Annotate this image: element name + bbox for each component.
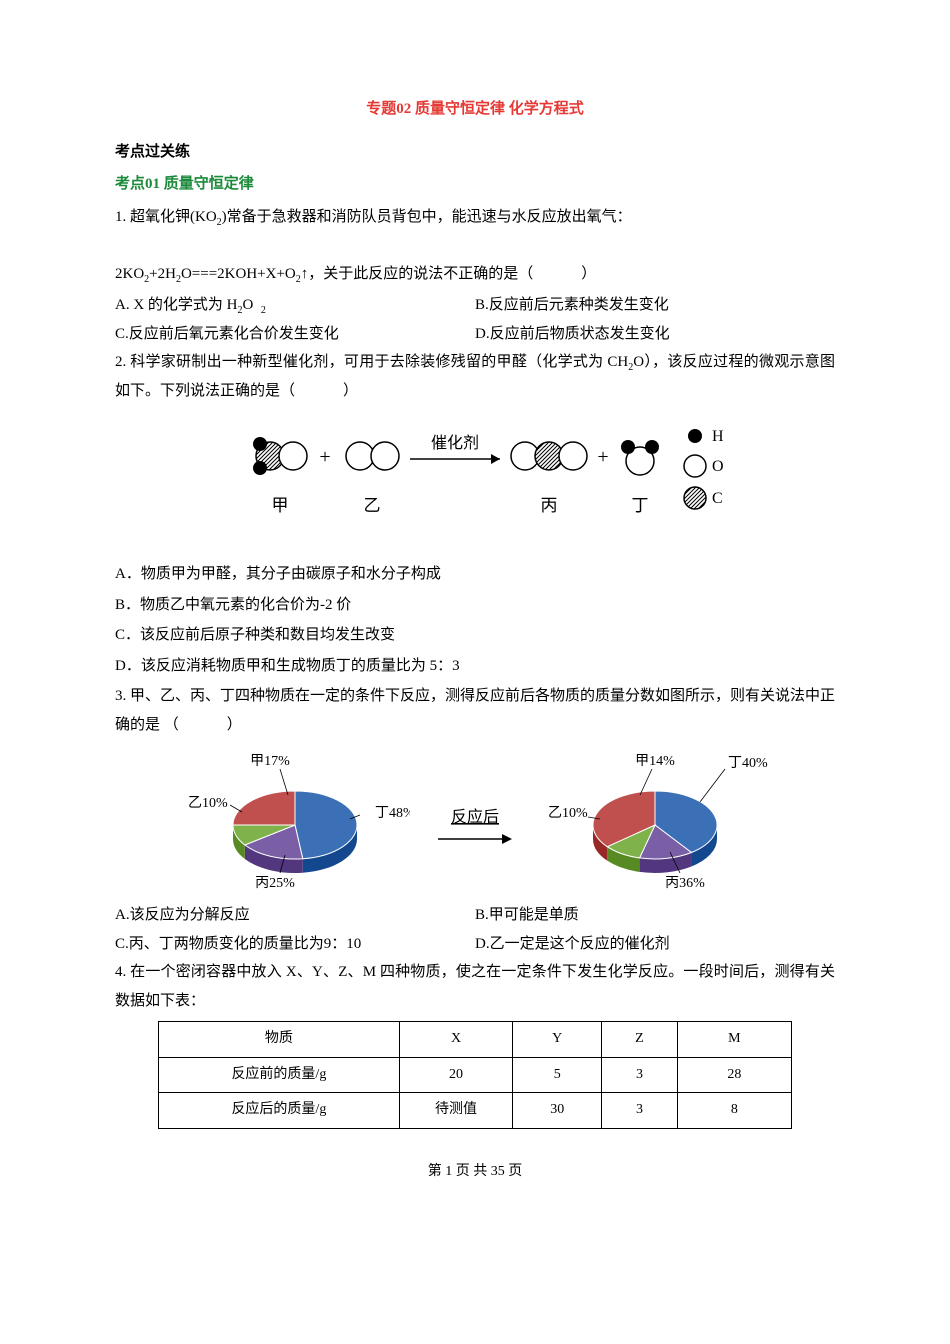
q1-eq-a: 2KO [115,266,144,282]
q3-optC: C.丙、丁两物质变化的质量比为9：10 [115,930,475,959]
q1-opts-row2: C.反应前后氧元素化合价发生变化 D.反应前后物质状态发生变化 [115,320,835,349]
svg-text:甲17%: 甲17% [250,754,290,769]
q3-optB: B.甲可能是单质 [475,901,835,930]
svg-text:甲14%: 甲14% [635,754,675,769]
topic-head: 考点01 质量守恒定律 [115,170,835,199]
q1-eq-c: O===2KOH+X+O [181,266,296,282]
pie-row: 甲17% 乙10% 丙25% 丁48% 反应后 甲14% 乙10% 丙36% 丁40% [115,747,835,897]
svg-text:乙10%: 乙10% [188,795,228,811]
q1-optC: C.反应前后氧元素化合价发生变化 [115,320,475,349]
td: 20 [399,1057,513,1093]
q3-l1: 3. 甲、乙、丙、丁四种物质在一定的条件下反应，测得反应前后各物质的质量分数如图… [115,688,835,733]
q2-line1: 2. 科学家研制出一种新型催化剂，可用于去除装修残留的甲醛（化学式为 CH2O）… [115,348,835,406]
td: 反应前的质量/g [159,1057,399,1093]
pie-arrow-label: 反应后 [451,807,499,826]
q3-opts-row1: A.该反应为分解反应 B.甲可能是单质 [115,901,835,930]
table-row: 反应后的质量/g 待测值 30 3 8 [159,1093,792,1129]
td: 反应后的质量/g [159,1093,399,1129]
reaction-diagram: 甲 + 乙 催化剂 丙 + 丁 H [115,416,835,547]
arrow-label: 催化剂 [431,434,479,452]
svg-text:丙36%: 丙36% [665,876,705,891]
td: 3 [602,1057,678,1093]
q1-optA-a: A. X 的化学式为 H [115,297,238,313]
label-bing: 丙 [541,496,558,515]
q2-optC: C．该反应前后原子种类和数目均发生改变 [115,621,835,650]
th: M [677,1022,791,1058]
pie-before: 甲17% 乙10% 丙25% 丁48% [180,747,410,897]
label-yi: 乙 [364,496,381,515]
th: X [399,1022,513,1058]
q3-l1b: ） [227,717,242,733]
q4-table: 物质 X Y Z M 反应前的质量/g 20 5 3 28 反应后的质量/g 待… [158,1021,792,1129]
svg-text:丙25%: 丙25% [255,876,295,891]
q1-l1-b: )常备于急救器和消防队员背包中，能迅速与水反应放出氧气： [222,209,632,225]
th: 物质 [159,1022,399,1058]
molecule-ding [621,440,659,475]
plus-1: + [319,446,330,468]
q4-line1: 4. 在一个密闭容器中放入 X、Y、Z、M 四种物质，使之在一定条件下发生化学反… [115,958,835,1015]
th: Z [602,1022,678,1058]
molecule-yi [346,442,399,470]
q2-l1-a: 2. 科学家研制出一种新型催化剂，可用于去除装修残留的甲醛（化学式为 CH [115,354,628,370]
doc-title: 专题02 质量守恒定律 化学方程式 [115,95,835,124]
q3-optA: A.该反应为分解反应 [115,901,475,930]
molecule-jia [253,437,307,475]
td: 待测值 [399,1093,513,1129]
plus-2: + [597,446,608,468]
svg-text:丁48%: 丁48% [375,806,410,821]
q1-optA-b: O [243,297,254,313]
td: 3 [602,1093,678,1129]
label-jia: 甲 [272,496,289,515]
q1-eq-b: +2H [149,266,176,282]
td: 5 [513,1057,602,1093]
q1-optB: B.反应前后元素种类发生变化 [475,291,835,320]
q2-optA: A．物质甲为甲醛，其分子由碳原子和水分子构成 [115,560,835,589]
q3-opts-row2: C.丙、丁两物质变化的质量比为9：10 D.乙一定是这个反应的催化剂 [115,930,835,959]
section-head: 考点过关练 [115,138,835,167]
legend-h: H [712,428,724,445]
q3-optD: D.乙一定是这个反应的催化剂 [475,930,835,959]
label-ding: 丁 [632,496,649,515]
q2-l1-c: ） [343,383,358,399]
td: 28 [677,1057,791,1093]
pie-arrow: 反应后 [430,747,520,897]
q1-optA: A. X 的化学式为 H2O 2 [115,291,475,320]
td: 30 [513,1093,602,1129]
q3-line1: 3. 甲、乙、丙、丁四种物质在一定的条件下反应，测得反应前后各物质的质量分数如图… [115,682,835,739]
td: 8 [677,1093,791,1129]
legend-o: O [712,458,724,475]
molecule-bing [511,442,587,470]
q1-optA-sub2: 2 [261,305,266,316]
q1-opts-row1: A. X 的化学式为 H2O 2 B.反应前后元素种类发生变化 [115,291,835,320]
q1-l1-a: 1. 超氧化钾(KO [115,209,217,225]
q1-optD: D.反应前后物质状态发生变化 [475,320,835,349]
legend: H O C [684,428,724,509]
th: Y [513,1022,602,1058]
q1-eq-e: ） [581,266,596,282]
q1-eq: 2KO2+2H2O===2KOH+X+O2↑，关于此反应的说法不正确的是（） [115,260,835,289]
svg-text:丁40%: 丁40% [728,756,768,771]
legend-c: C [712,490,723,507]
q1-eq-d: ↑，关于此反应的说法不正确的是（ [301,266,534,282]
table-row: 反应前的质量/g 20 5 3 28 [159,1057,792,1093]
table-row: 物质 X Y Z M [159,1022,792,1058]
pie-after: 甲14% 乙10% 丙36% 丁40% [540,747,770,897]
q1-line1: 1. 超氧化钾(KO2)常备于急救器和消防队员背包中，能迅速与水反应放出氧气： [115,203,835,232]
svg-text:乙10%: 乙10% [548,805,588,821]
q2-optB: B．物质乙中氧元素的化合价为-2 价 [115,591,835,620]
q2-optD: D．该反应消耗物质甲和生成物质丁的质量比为 5：3 [115,652,835,681]
page-footer: 第 1 页 共 35 页 [115,1159,835,1186]
